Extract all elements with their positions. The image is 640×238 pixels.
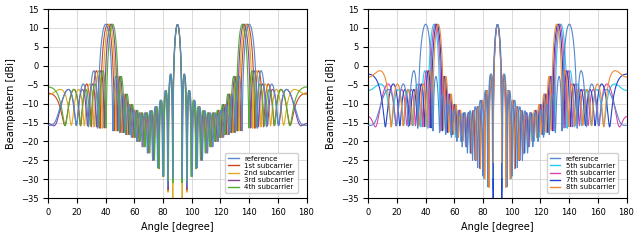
- Legend: reference, 5th subcarrier, 6th subcarrier, 7th subcarrier, 8th subcarrier: reference, 5th subcarrier, 6th subcarrie…: [547, 153, 618, 193]
- X-axis label: Angle [degree]: Angle [degree]: [141, 223, 214, 233]
- Y-axis label: Beampattern [dBi]: Beampattern [dBi]: [326, 58, 335, 149]
- Legend: reference, 1st subcarrier, 2nd subcarrier, 3rd subcarrier, 4th subcarrier: reference, 1st subcarrier, 2nd subcarrie…: [225, 153, 298, 193]
- X-axis label: Angle [degree]: Angle [degree]: [461, 223, 534, 233]
- Y-axis label: Beampattern [dBi]: Beampattern [dBi]: [6, 58, 15, 149]
